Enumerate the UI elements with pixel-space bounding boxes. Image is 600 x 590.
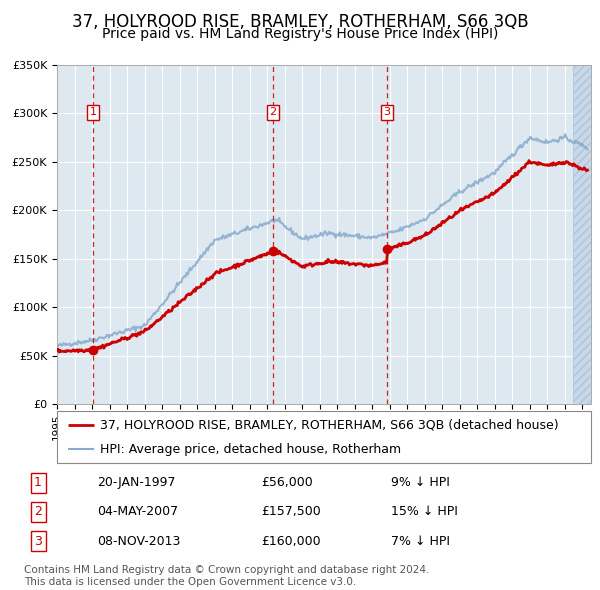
Text: 1: 1 <box>89 107 97 117</box>
FancyBboxPatch shape <box>57 411 591 463</box>
Text: 37, HOLYROOD RISE, BRAMLEY, ROTHERHAM, S66 3QB (detached house): 37, HOLYROOD RISE, BRAMLEY, ROTHERHAM, S… <box>100 419 559 432</box>
Text: £56,000: £56,000 <box>261 476 313 489</box>
Text: £160,000: £160,000 <box>261 535 320 548</box>
Text: 3: 3 <box>34 535 42 548</box>
Bar <box>574 65 591 404</box>
Text: Price paid vs. HM Land Registry's House Price Index (HPI): Price paid vs. HM Land Registry's House … <box>102 27 498 41</box>
Text: Contains HM Land Registry data © Crown copyright and database right 2024.
This d: Contains HM Land Registry data © Crown c… <box>24 565 430 587</box>
Text: 20-JAN-1997: 20-JAN-1997 <box>97 476 176 489</box>
Text: 04-MAY-2007: 04-MAY-2007 <box>97 505 178 519</box>
Text: 15% ↓ HPI: 15% ↓ HPI <box>391 505 457 519</box>
Text: 9% ↓ HPI: 9% ↓ HPI <box>391 476 449 489</box>
Text: HPI: Average price, detached house, Rotherham: HPI: Average price, detached house, Roth… <box>100 442 401 455</box>
Text: 2: 2 <box>34 505 42 519</box>
Text: 37, HOLYROOD RISE, BRAMLEY, ROTHERHAM, S66 3QB: 37, HOLYROOD RISE, BRAMLEY, ROTHERHAM, S… <box>71 13 529 31</box>
Text: £157,500: £157,500 <box>261 505 320 519</box>
Text: 7% ↓ HPI: 7% ↓ HPI <box>391 535 449 548</box>
Text: 2: 2 <box>269 107 277 117</box>
Text: 3: 3 <box>383 107 391 117</box>
Text: 08-NOV-2013: 08-NOV-2013 <box>97 535 181 548</box>
Text: 1: 1 <box>34 476 42 489</box>
